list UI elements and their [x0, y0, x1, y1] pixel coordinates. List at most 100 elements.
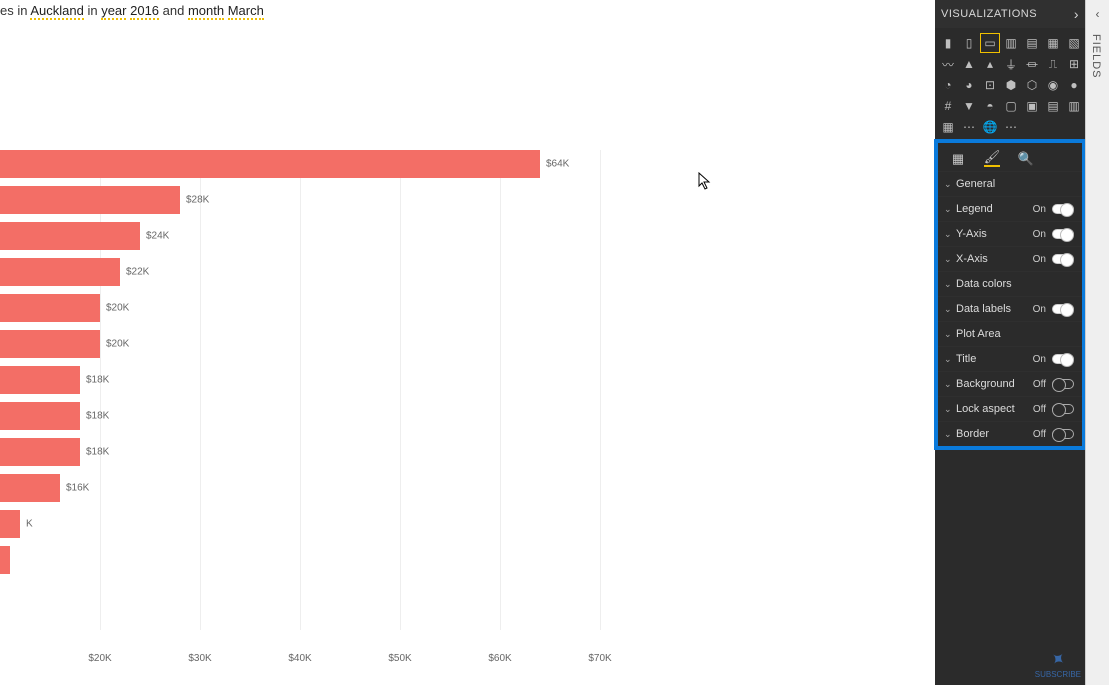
viz-type-filled-map-icon[interactable]: ⬡: [1023, 76, 1041, 94]
viz-type-line-icon[interactable]: 〰: [939, 55, 957, 73]
viz-type-combo2-icon[interactable]: ⏛: [1023, 55, 1041, 73]
collapse-icon[interactable]: ›: [1074, 6, 1079, 22]
expand-fields-icon[interactable]: ‹: [1086, 0, 1109, 28]
viz-type-area-icon[interactable]: ▲: [960, 55, 978, 73]
viz-type-ribbon-icon[interactable]: ▧: [1065, 34, 1083, 52]
toggle-state: On: [1033, 354, 1046, 365]
toggle-state: Off: [1033, 379, 1046, 390]
fields-tab-icon[interactable]: ▦: [950, 151, 966, 167]
bar-row[interactable]: $20K: [0, 330, 100, 358]
title-year-label[interactable]: year: [101, 3, 126, 20]
viz-type-card-icon[interactable]: ●: [1065, 76, 1083, 94]
bar[interactable]: $16K: [0, 474, 60, 502]
toggle-switch[interactable]: [1052, 229, 1074, 239]
format-prop-background[interactable]: ⌄BackgroundOff: [938, 371, 1082, 396]
format-prop-data-colors[interactable]: ⌄Data colors: [938, 271, 1082, 296]
bar[interactable]: K: [0, 510, 20, 538]
data-label: $16K: [66, 483, 89, 494]
viz-type-arcgis-icon[interactable]: 🌐: [981, 118, 999, 136]
toggle-switch[interactable]: [1052, 204, 1074, 214]
format-prop-legend[interactable]: ⌄LegendOn: [938, 196, 1082, 221]
chevron-down-icon: ⌄: [944, 354, 956, 365]
viz-type-100-bar-h-icon[interactable]: ▦: [1044, 34, 1062, 52]
chevron-down-icon: ⌄: [944, 204, 956, 215]
title-month[interactable]: March: [228, 3, 264, 20]
viz-type-100-bar-icon[interactable]: ▤: [1023, 34, 1041, 52]
viz-type-treemap-icon[interactable]: ⊡: [981, 76, 999, 94]
viz-type-pie-icon[interactable]: ◔: [939, 76, 957, 94]
viz-type-more-icon[interactable]: ⋯: [960, 118, 978, 136]
bar[interactable]: $18K: [0, 366, 80, 394]
bar[interactable]: $18K: [0, 402, 80, 430]
toggle-switch[interactable]: [1052, 254, 1074, 264]
viz-type-r-visual-icon[interactable]: ▥: [1065, 97, 1083, 115]
bar-chart[interactable]: $64K $28K $24K $22K $20K $20K $18K $18K $18K $16K…: [0, 150, 930, 685]
bar[interactable]: $22K: [0, 258, 120, 286]
viz-type-bar-h-icon[interactable]: ▭: [981, 34, 999, 52]
format-prop-lock-aspect[interactable]: ⌄Lock aspectOff: [938, 396, 1082, 421]
bar[interactable]: [0, 546, 10, 574]
format-prop-data-labels[interactable]: ⌄Data labelsOn: [938, 296, 1082, 321]
bar-row[interactable]: $22K: [0, 258, 120, 286]
format-prop-border[interactable]: ⌄BorderOff: [938, 421, 1082, 446]
viz-type-kpi-icon[interactable]: ◓: [981, 97, 999, 115]
viz-type-multi-card-icon[interactable]: #: [939, 97, 957, 115]
viz-type-scatter-icon[interactable]: ⊞: [1065, 55, 1083, 73]
viz-type-funnel-icon[interactable]: ▼: [960, 97, 978, 115]
viz-type-stacked-bar-h-icon[interactable]: ▥: [1002, 34, 1020, 52]
viz-type-clustered-bar-icon[interactable]: ▯: [960, 34, 978, 52]
bar[interactable]: $64K: [0, 150, 540, 178]
bar-row[interactable]: [0, 546, 10, 574]
prop-label: X-Axis: [956, 253, 1033, 265]
fields-panel[interactable]: ‹ FIELDS: [1085, 0, 1109, 685]
toggle-switch[interactable]: [1052, 379, 1074, 389]
bar-row[interactable]: $18K: [0, 402, 80, 430]
bar[interactable]: $24K: [0, 222, 140, 250]
viz-type-py-icon[interactable]: ▦: [939, 118, 957, 136]
toggle-switch[interactable]: [1052, 429, 1074, 439]
bar-row[interactable]: $18K: [0, 438, 80, 466]
visualizations-panel: VISUALIZATIONS › ▮▯▭▥▤▦▧〰▲▴⏚⏛⎍⊞◔◕⊡⬢⬡◉●#▼…: [935, 0, 1085, 685]
viz-type-slicer-icon[interactable]: ▢: [1002, 97, 1020, 115]
bar[interactable]: $28K: [0, 186, 180, 214]
x-tick: $70K: [588, 653, 611, 664]
viz-type-combo1-icon[interactable]: ⏚: [1002, 55, 1020, 73]
viz-type-custom-icon[interactable]: ⋯: [1002, 118, 1020, 136]
title-city[interactable]: Auckland: [30, 3, 83, 20]
viz-type-waterfall-icon[interactable]: ⎍: [1044, 55, 1062, 73]
viz-type-matrix-icon[interactable]: ▤: [1044, 97, 1062, 115]
bar[interactable]: $20K: [0, 330, 100, 358]
bar-row[interactable]: $20K: [0, 294, 100, 322]
toggle-state: On: [1033, 254, 1046, 265]
viz-type-map-icon[interactable]: ⬢: [1002, 76, 1020, 94]
title-month-label[interactable]: month: [188, 3, 224, 20]
toggle-switch[interactable]: [1052, 304, 1074, 314]
bar-row[interactable]: $16K: [0, 474, 60, 502]
viz-type-donut-icon[interactable]: ◕: [960, 76, 978, 94]
bar-row[interactable]: $24K: [0, 222, 140, 250]
format-prop-title[interactable]: ⌄TitleOn: [938, 346, 1082, 371]
analytics-tab-icon[interactable]: 🔍: [1018, 151, 1034, 167]
toggle-switch[interactable]: [1052, 404, 1074, 414]
title-year[interactable]: 2016: [130, 3, 159, 20]
viz-type-table-icon[interactable]: ▣: [1023, 97, 1041, 115]
bar[interactable]: $20K: [0, 294, 100, 322]
format-prop-y-axis[interactable]: ⌄Y-AxisOn: [938, 221, 1082, 246]
toggle-switch[interactable]: [1052, 354, 1074, 364]
toggle-state: On: [1033, 229, 1046, 240]
bar-row[interactable]: $28K: [0, 186, 180, 214]
visualizations-header[interactable]: VISUALIZATIONS ›: [935, 0, 1085, 28]
viz-type-gauge-icon[interactable]: ◉: [1044, 76, 1062, 94]
format-prop-general[interactable]: ⌄General: [938, 171, 1082, 196]
bar[interactable]: $18K: [0, 438, 80, 466]
format-tab-icon[interactable]: 🖌: [984, 151, 1000, 167]
format-prop-plot-area[interactable]: ⌄Plot Area: [938, 321, 1082, 346]
bar-row[interactable]: $18K: [0, 366, 80, 394]
visual-type-gallery: ▮▯▭▥▤▦▧〰▲▴⏚⏛⎍⊞◔◕⊡⬢⬡◉●#▼◓▢▣▤▥▦⋯🌐⋯: [935, 28, 1085, 140]
bar-row[interactable]: K: [0, 510, 20, 538]
format-prop-x-axis[interactable]: ⌄X-AxisOn: [938, 246, 1082, 271]
format-properties-highlight: ▦🖌🔍 ⌄General⌄LegendOn⌄Y-AxisOn⌄X-AxisOn⌄…: [935, 140, 1085, 449]
viz-type-stacked-bar-icon[interactable]: ▮: [939, 34, 957, 52]
viz-type-stacked-area-icon[interactable]: ▴: [981, 55, 999, 73]
bar-row[interactable]: $64K: [0, 150, 540, 178]
